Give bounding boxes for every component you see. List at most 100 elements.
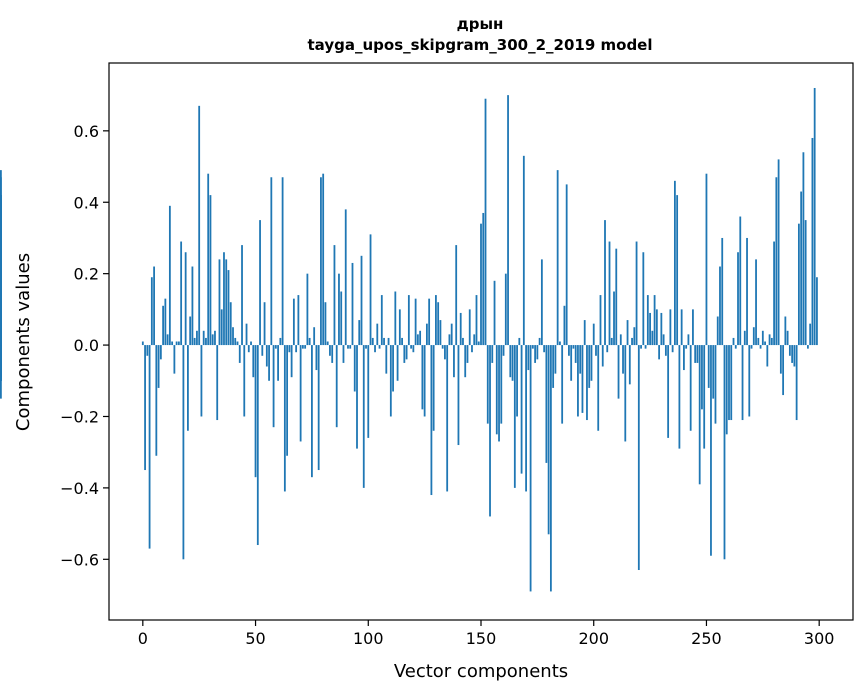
- bar: [750, 345, 753, 349]
- bar: [428, 298, 431, 346]
- bar: [225, 259, 228, 346]
- bar: [764, 341, 766, 346]
- bar: [471, 345, 473, 353]
- bar: [252, 345, 255, 378]
- bar: [259, 220, 261, 346]
- bar: [556, 170, 559, 346]
- bar: [761, 330, 764, 346]
- bar: [529, 345, 532, 592]
- bar: [353, 345, 356, 392]
- y-tick-label: 0.2: [74, 265, 99, 284]
- bar: [495, 345, 498, 435]
- bar: [522, 155, 525, 346]
- bar: [448, 334, 451, 346]
- bar: [356, 345, 358, 449]
- bar: [680, 309, 683, 346]
- bar: [685, 345, 688, 349]
- bar: [540, 259, 543, 346]
- bar: [0, 195, 2, 346]
- bar: [254, 345, 257, 478]
- bar: [247, 345, 250, 353]
- bar: [635, 241, 638, 346]
- bar: [608, 241, 611, 346]
- bar: [374, 345, 376, 353]
- bar: [561, 345, 564, 424]
- bar: [482, 212, 485, 346]
- bar: [292, 298, 295, 346]
- bar: [784, 316, 787, 346]
- bar: [383, 337, 385, 346]
- bar: [500, 345, 503, 424]
- bar: [484, 98, 487, 346]
- bar: [216, 345, 219, 421]
- bar: [770, 337, 773, 346]
- bar: [705, 173, 708, 346]
- bar: [662, 334, 665, 346]
- bar: [595, 345, 597, 356]
- bar: [475, 295, 478, 346]
- bar: [651, 330, 654, 346]
- bar: [459, 312, 462, 346]
- bar: [518, 337, 521, 346]
- bar: [660, 312, 663, 346]
- bar: [207, 173, 210, 346]
- bar: [712, 345, 715, 399]
- bar: [407, 295, 410, 346]
- bar: [166, 334, 169, 346]
- bar: [423, 345, 426, 417]
- bar: [148, 345, 151, 549]
- x-axis-label: Vector components: [394, 661, 568, 682]
- y-tick-label: 0.6: [74, 122, 99, 141]
- bar: [425, 323, 428, 346]
- bar: [200, 345, 203, 417]
- bar: [286, 345, 289, 456]
- bar: [646, 295, 649, 346]
- bar: [599, 295, 602, 346]
- bar: [644, 345, 647, 349]
- y-tick-label: 0.0: [74, 336, 99, 355]
- bar: [536, 345, 539, 360]
- bar: [570, 345, 573, 381]
- bar: [387, 337, 390, 346]
- bar: [338, 273, 340, 346]
- bar: [153, 266, 155, 346]
- bar: [592, 323, 595, 346]
- bar: [549, 345, 552, 592]
- bar: [800, 191, 803, 346]
- x-tick-label: 200: [578, 629, 609, 648]
- bar: [457, 345, 460, 446]
- bar: [405, 345, 408, 360]
- bar: [263, 302, 266, 346]
- bar: [613, 291, 615, 346]
- bar: [752, 327, 755, 346]
- bar: [543, 345, 546, 353]
- bar: [329, 345, 331, 356]
- bar: [676, 195, 679, 346]
- y-axis-label: Components values: [13, 253, 34, 431]
- bar: [171, 341, 174, 346]
- bar: [234, 337, 237, 346]
- bar: [331, 345, 334, 363]
- bar: [737, 252, 739, 346]
- bar: [597, 345, 600, 431]
- bar: [559, 341, 561, 346]
- bar: [633, 327, 636, 346]
- bar: [441, 345, 444, 349]
- bar: [272, 345, 275, 428]
- bar: [701, 345, 703, 410]
- bar: [759, 345, 762, 349]
- bar: [619, 334, 622, 346]
- bar: [725, 345, 728, 435]
- bar: [734, 345, 737, 349]
- bar: [290, 345, 293, 378]
- bar: [378, 345, 381, 349]
- x-tick-label: 0: [138, 629, 148, 648]
- bar: [511, 345, 514, 381]
- bar: [509, 345, 512, 378]
- y-tick-label: 0.4: [74, 193, 99, 212]
- bar: [710, 345, 712, 556]
- bar: [721, 237, 724, 346]
- x-tick-label: 100: [353, 629, 384, 648]
- bar: [525, 345, 527, 492]
- x-tick-label: 150: [466, 629, 497, 648]
